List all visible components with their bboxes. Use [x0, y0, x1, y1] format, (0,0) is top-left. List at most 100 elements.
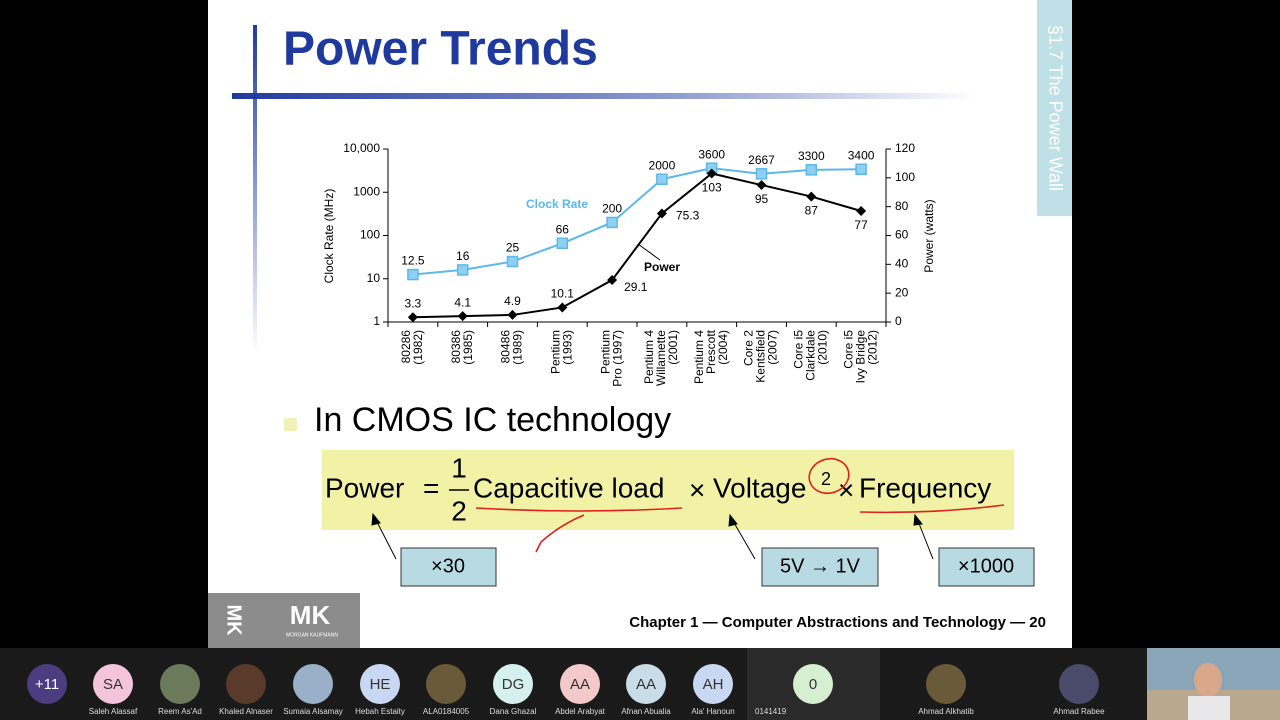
- publisher-logo: [208, 593, 360, 648]
- callout-box: [761, 547, 879, 587]
- avatar-initials: HE: [370, 676, 391, 693]
- y-tick-label: 10: [367, 271, 381, 285]
- series-label: Power: [644, 260, 680, 274]
- x-tick-label: (2007): [766, 330, 780, 365]
- participant-name: ALA0184005: [423, 707, 470, 716]
- avatar-photo: [1059, 664, 1099, 704]
- data-label: 3400: [848, 148, 875, 162]
- y-tick-label: 100: [360, 228, 380, 242]
- x-tick-label: (1982): [411, 330, 425, 365]
- avatar: [793, 664, 833, 704]
- participant-name: Afnan Abualia: [621, 707, 671, 716]
- x-tick-label: 80486: [499, 330, 513, 364]
- data-label: 103: [702, 181, 722, 195]
- formula-term: Voltage: [713, 472, 806, 503]
- logo-text: MK: [223, 604, 245, 636]
- avatar-initials: 0: [809, 676, 817, 693]
- data-point: [407, 312, 418, 323]
- x-tick-label: Core 2: [742, 330, 756, 366]
- participants: +11 SA Saleh Alassaf Reem As'Ad Khaled Alnas…: [27, 664, 1105, 716]
- data-label: 4.9: [504, 294, 521, 308]
- data-point: [656, 173, 668, 185]
- formula-times: ×: [838, 474, 854, 505]
- section-tab-label: §1.7 The Power Wall: [1045, 25, 1065, 191]
- participant-name: Saleh Alassaf: [89, 707, 138, 716]
- avatar-initials: AA: [570, 676, 590, 693]
- data-label: 29.1: [624, 280, 648, 294]
- x-tick-label: Clarkdale: [803, 330, 817, 381]
- data-label: 3300: [798, 149, 825, 163]
- chart: 1 10 100 1000 10,000 0 20 40 60 80 100 120 Clock Rat…: [322, 141, 936, 387]
- formula-exponent: 2: [821, 469, 831, 489]
- formula: Power = 1 2 Capacitive load × Voltage 2 …: [325, 452, 991, 526]
- x-tick-label: (2010): [815, 330, 829, 365]
- x-tick-label: Kentsfield: [754, 330, 768, 383]
- formula-denominator: 2: [451, 495, 467, 526]
- ink-underline: [475, 507, 683, 512]
- y2-axis-label: Power (watts): [922, 199, 936, 272]
- arrow: [732, 520, 756, 560]
- series-line: [412, 167, 862, 276]
- data-point: [706, 168, 717, 179]
- y-axis-label: Clock Rate (MHz): [322, 189, 336, 284]
- avatar-photo: [160, 664, 200, 704]
- y2-tick-label: 60: [895, 228, 909, 242]
- data-label: 87: [805, 204, 819, 218]
- avatar-photo: [293, 664, 333, 704]
- participant-name: Reem As'Ad: [158, 707, 202, 716]
- avatar-initials: SA: [103, 676, 123, 693]
- avatar-initials: AA: [636, 676, 656, 693]
- slide-accent-vertical: [253, 25, 257, 355]
- avatar-photo: [226, 664, 266, 704]
- callout-box: [400, 547, 497, 587]
- data-point: [856, 205, 867, 216]
- data-point: [756, 180, 767, 191]
- x-tick-label: Core i5: [791, 330, 805, 369]
- avatar: [560, 664, 600, 704]
- data-point: [607, 275, 618, 286]
- formula-box: [322, 450, 1014, 530]
- y2-tick-label: 40: [895, 257, 909, 271]
- data-point: [806, 191, 817, 202]
- slide-title: Power Trends: [283, 23, 598, 76]
- participant-name: 0141419: [755, 707, 787, 716]
- data-label: 3600: [698, 147, 725, 161]
- series-label: Clock Rate: [526, 197, 588, 211]
- data-point: [507, 309, 518, 320]
- x-tick-label: (2012): [865, 330, 879, 365]
- avatar-photo: [426, 664, 466, 704]
- ink-circle: [808, 457, 850, 495]
- formula-times: ×: [689, 474, 705, 505]
- x-tick-label: (1993): [560, 330, 574, 365]
- data-point: [457, 311, 468, 322]
- data-label: 25: [506, 241, 520, 255]
- participant-name: Hebah Estaity: [355, 707, 405, 716]
- avatar-initials: AH: [703, 676, 724, 693]
- data-point: [506, 255, 519, 268]
- data-point: [855, 163, 867, 176]
- data-label: 2000: [649, 158, 676, 172]
- participant-name: Ahmad Rabee: [1053, 707, 1105, 716]
- x-tick-label: Pentium: [598, 330, 612, 374]
- x-tick-label: (2004): [716, 330, 730, 365]
- avatar-photo: [926, 664, 966, 704]
- avatar: [27, 664, 67, 704]
- x-tick-label: 80386: [449, 330, 463, 364]
- participant-name: Ahmad Alkhatib: [918, 707, 974, 716]
- section-tab: [1037, 0, 1072, 216]
- y2-tick-label: 80: [895, 199, 909, 213]
- formula-numerator: 1: [451, 452, 467, 483]
- arrow: [375, 519, 397, 560]
- logo-text: MK: [290, 600, 331, 630]
- participant-name: Ala' Hanoun: [691, 707, 734, 716]
- arrowhead: [913, 513, 923, 526]
- x-tick-label: Willamette: [654, 330, 668, 386]
- x-tick-label: Pro (1997): [610, 330, 624, 387]
- x-tick-label: (1985): [461, 330, 475, 365]
- arrowhead: [728, 513, 738, 527]
- y-tick-label: 1: [373, 314, 380, 328]
- data-point: [656, 208, 667, 219]
- y2-tick-label: 20: [895, 285, 909, 299]
